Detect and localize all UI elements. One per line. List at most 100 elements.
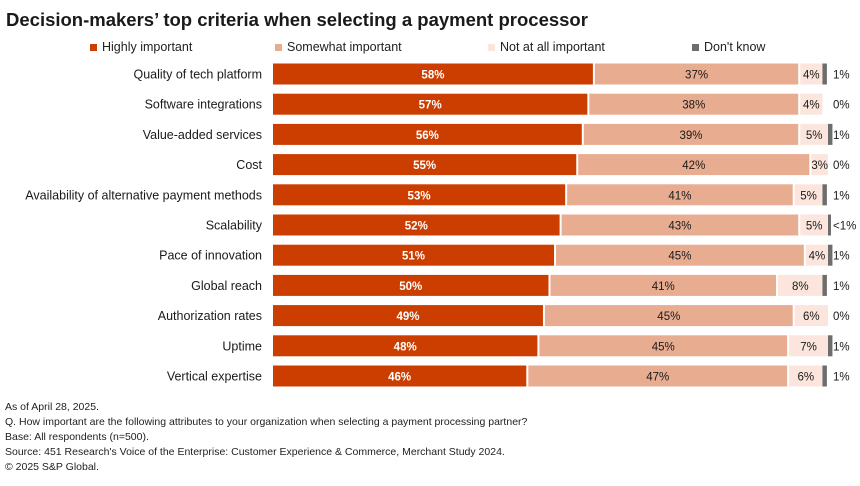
bar-segment-not-at-all-important: [778, 274, 823, 296]
category-label: Quality of tech platform: [133, 68, 262, 82]
bar-segment-somewhat-important: [544, 305, 793, 327]
data-label: <1%: [833, 221, 856, 233]
legend-label: Don't know: [704, 40, 766, 54]
data-label: 0%: [833, 311, 850, 323]
data-label: 55%: [413, 160, 436, 172]
legend-item-don-t-know: Don't know: [692, 40, 765, 54]
bar-segment-not-at-all-important: [800, 93, 823, 115]
bar-segment-dont-know: [822, 184, 827, 206]
bar-segment-dont-know: [822, 274, 827, 296]
bar-segment-not-at-all-important: [800, 63, 823, 85]
category-label: Pace of innovation: [159, 249, 262, 263]
legend-label: Not at all important: [500, 40, 605, 54]
data-label: 51%: [402, 251, 425, 263]
bar-segment-somewhat-important: [561, 214, 799, 236]
bar-segment-somewhat-important: [589, 93, 799, 115]
data-label: 1%: [833, 130, 850, 142]
data-label: 8%: [792, 281, 809, 293]
data-label: 41%: [668, 190, 691, 202]
data-label: 56%: [416, 130, 439, 142]
category-label: Cost: [236, 158, 262, 172]
footnote-line: Source: 451 Research's Voice of the Ente…: [5, 446, 505, 458]
category-label: Scalability: [206, 219, 263, 233]
data-label: 48%: [394, 341, 417, 353]
bar-segment-highly-important: [273, 63, 593, 85]
data-label: 41%: [652, 281, 675, 293]
legend-item-somewhat-important: Somewhat important: [275, 40, 402, 54]
data-label: 0%: [833, 100, 850, 112]
category-label: Vertical expertise: [167, 370, 262, 384]
bar-segment-highly-important: [273, 305, 543, 327]
category-label: Uptime: [222, 339, 262, 353]
data-label: 38%: [682, 100, 705, 112]
data-label: 6%: [803, 311, 820, 323]
data-label: 57%: [419, 100, 442, 112]
legend-swatch: [692, 43, 699, 51]
bar-segment-dont-know: [828, 123, 833, 145]
data-label: 1%: [833, 251, 850, 263]
legend-swatch: [90, 43, 97, 51]
legend-swatch: [488, 43, 495, 51]
footnote-line: Base: All respondents (n=500).: [5, 431, 149, 443]
legend-item-highly-important: Highly important: [90, 40, 192, 54]
data-label: 5%: [800, 190, 817, 202]
data-label: 4%: [803, 100, 820, 112]
data-label: 5%: [806, 221, 823, 233]
bar-segment-highly-important: [273, 244, 555, 266]
data-label: 45%: [668, 251, 691, 263]
data-label: 4%: [809, 251, 826, 263]
data-label: 6%: [797, 372, 814, 384]
bar-segment-not-at-all-important: [805, 244, 828, 266]
legend-label: Highly important: [102, 40, 193, 54]
category-label: Value-added services: [143, 128, 262, 142]
bar-segment-somewhat-important: [583, 123, 799, 145]
footnotes: As of April 28, 2025. Q. How important ar…: [5, 400, 527, 475]
legend-swatch: [275, 43, 282, 51]
data-label: 45%: [657, 311, 680, 323]
bar-segment-highly-important: [273, 274, 549, 296]
bar-segment-dont-know: [828, 244, 833, 266]
data-label: 58%: [421, 70, 444, 82]
data-label: 49%: [396, 311, 419, 323]
bar-segment-not-at-all-important: [789, 335, 828, 357]
bar-segment-not-at-all-important: [794, 184, 823, 206]
data-label: 1%: [833, 281, 850, 293]
bar-segment-dont-know: [822, 63, 827, 85]
data-label: 0%: [833, 160, 850, 172]
footnote-line: © 2025 S&P Global.: [5, 461, 99, 473]
bar-segment-not-at-all-important: [811, 154, 828, 176]
category-label: Global reach: [191, 279, 262, 293]
data-label: 46%: [388, 372, 411, 384]
bar-segment-somewhat-important: [528, 365, 788, 387]
data-label: 50%: [399, 281, 422, 293]
bar-segment-highly-important: [273, 123, 582, 145]
legend-label: Somewhat important: [287, 40, 402, 54]
data-label: 47%: [646, 372, 669, 384]
bar-segment-somewhat-important: [550, 274, 777, 296]
legend: Highly important Somewhat important Not at…: [0, 40, 860, 56]
data-label: 1%: [833, 341, 850, 353]
bar-segment-not-at-all-important: [800, 123, 828, 145]
category-label: Availability of alternative payment meth…: [25, 188, 262, 202]
bar-segment-somewhat-important: [594, 63, 799, 85]
bar-segment-not-at-all-important: [800, 214, 828, 236]
data-label: 4%: [803, 70, 820, 82]
stacked-bar-chart: Quality of tech platform 58% 37% 4% 1% Softwa…: [25, 63, 856, 387]
data-label: 7%: [800, 341, 817, 353]
data-label: 5%: [806, 130, 823, 142]
bar-segment-highly-important: [273, 214, 560, 236]
bar-segment-not-at-all-important: [789, 365, 823, 387]
data-label: 52%: [405, 221, 428, 233]
footnote-line: As of April 28, 2025.: [5, 401, 99, 413]
data-label: 37%: [685, 70, 708, 82]
data-label: 43%: [668, 221, 691, 233]
data-label: 53%: [408, 190, 431, 202]
category-label: Software integrations: [145, 98, 262, 112]
data-label: 1%: [833, 190, 850, 202]
chart-title: Decision-makers’ top criteria when selec…: [6, 9, 588, 30]
bar-segment-somewhat-important: [578, 154, 810, 176]
bar-segment-highly-important: [273, 93, 588, 115]
bar-segment-dont-know: [828, 214, 831, 236]
data-label: 42%: [682, 160, 705, 172]
bar-segment-somewhat-important: [567, 184, 793, 206]
